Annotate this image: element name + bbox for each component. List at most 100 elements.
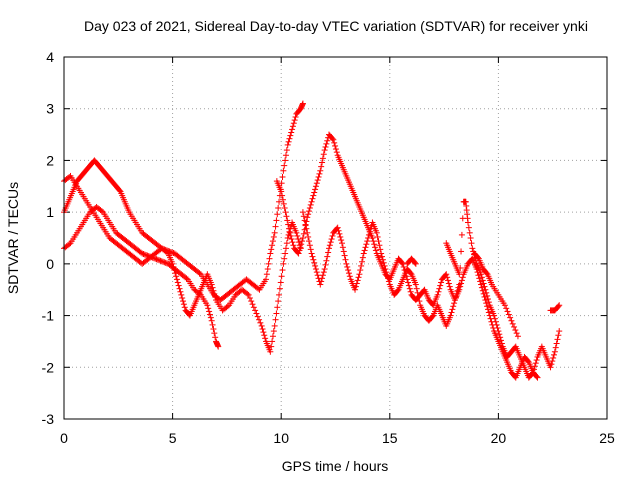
data-point-interp [437, 282, 444, 289]
data-point-interp [290, 120, 297, 127]
data-point [334, 224, 341, 231]
data-point-interp [207, 314, 214, 321]
data-point-interp [322, 143, 329, 150]
data-point-interp [307, 246, 314, 253]
data-point-interp [319, 159, 326, 166]
data-point-interp [549, 358, 556, 365]
data-point-interp [246, 294, 253, 301]
data-point-interp [66, 173, 73, 180]
data-point-interp [153, 256, 160, 263]
data-point-interp [161, 259, 168, 266]
data-point [271, 229, 278, 236]
data-point-interp [479, 277, 486, 284]
data-point [501, 302, 508, 309]
data-point-interp [143, 252, 150, 259]
data-point-interp [324, 137, 331, 144]
data-point-interp [498, 337, 505, 344]
data-point-interp [465, 224, 472, 231]
data-point [482, 297, 489, 304]
data-point-interp [323, 257, 330, 264]
data-point-interp [361, 247, 368, 254]
data-point-interp [322, 261, 329, 268]
data-point-interp [326, 242, 333, 249]
data-point-interp [477, 278, 484, 285]
data-point-interp [338, 237, 345, 244]
data-point-interp [209, 284, 216, 291]
data-point-interp [306, 242, 313, 249]
data-point-interp [303, 225, 310, 232]
x-tick-label: 5 [169, 430, 177, 446]
data-point [478, 281, 485, 288]
data-point-interp [279, 173, 286, 180]
data-point-interp [468, 240, 475, 247]
data-point-interp [375, 238, 382, 245]
data-point-interp [141, 251, 148, 258]
data-point [373, 229, 380, 236]
data-point-interp [352, 283, 359, 290]
data-point-interp [484, 296, 491, 303]
data-point-interp [548, 361, 555, 368]
data-point [556, 302, 563, 309]
data-point-interp [262, 335, 269, 342]
data-point-interp [269, 238, 276, 245]
data-point-interp [378, 253, 385, 260]
data-point-interp [148, 254, 155, 261]
data-point-interp [162, 259, 169, 266]
data-point [317, 167, 324, 174]
data-point-interp [407, 288, 414, 295]
data-point [312, 266, 319, 273]
data-point-interp [313, 269, 320, 276]
data-point-interp [484, 303, 491, 310]
data-point [173, 276, 180, 283]
data-point-interp [458, 248, 465, 255]
data-point-interp [490, 324, 497, 331]
data-point-interp [278, 273, 285, 280]
data-point-interp [478, 284, 485, 291]
data-point-interp [265, 260, 272, 267]
data-point-interp [483, 289, 490, 296]
data-point-interp [169, 249, 176, 256]
data-point-interp [319, 272, 326, 279]
data-point-interp [281, 205, 288, 212]
data-point-interp [288, 129, 295, 136]
data-point [293, 229, 300, 236]
data-point-interp [116, 187, 123, 194]
data-point-interp [398, 259, 405, 266]
data-point-interp [345, 270, 352, 277]
data-point-interp [291, 117, 298, 124]
data-point-interp [458, 280, 465, 287]
data-point-interp [327, 239, 334, 246]
data-point-interp [249, 301, 256, 308]
data-point-interp [353, 280, 360, 287]
data-point-interp [283, 147, 290, 154]
data-point-interp [154, 256, 161, 263]
data-point-interp [329, 135, 336, 142]
data-point-interp [329, 232, 336, 239]
data-point [178, 291, 185, 298]
data-point-interp [300, 230, 307, 237]
data-point-interp [552, 344, 559, 351]
data-point [145, 253, 152, 260]
data-point-interp [206, 308, 213, 315]
data-point-interp [286, 225, 293, 232]
data-point-interp [337, 233, 344, 240]
data-point-interp [270, 328, 277, 335]
data-point [276, 291, 283, 298]
data-point [262, 276, 269, 283]
data-point-interp [282, 152, 289, 159]
data-point-interp [281, 255, 288, 262]
grid [64, 57, 607, 419]
data-point-interp [342, 256, 349, 263]
data-point-interp [429, 313, 436, 320]
data-point-interp [448, 309, 455, 316]
data-point-interp [206, 311, 213, 318]
data-point-interp [325, 249, 332, 256]
data-point [456, 271, 463, 278]
data-point-interp [475, 272, 482, 279]
data-point-interp [513, 330, 520, 337]
data-point-interp [279, 267, 286, 274]
data-point-interp [205, 305, 212, 312]
data-point [412, 260, 419, 267]
y-tick-label: 3 [46, 101, 54, 117]
data-point-interp [385, 275, 392, 282]
